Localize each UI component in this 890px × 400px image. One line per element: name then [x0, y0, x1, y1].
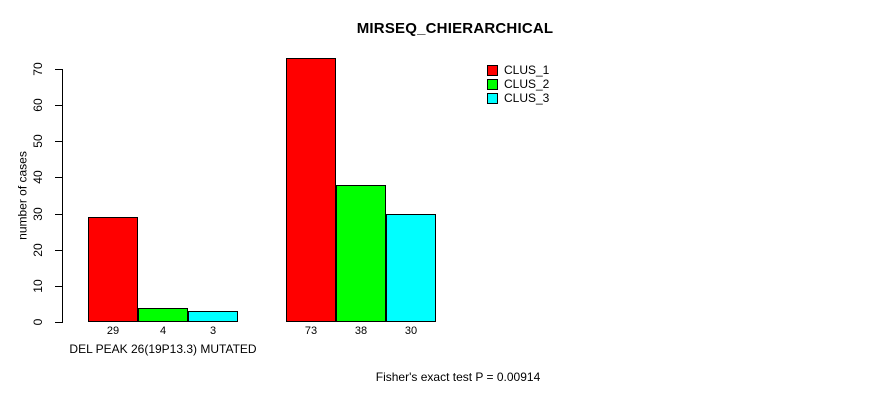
bar-clus_2-group1 — [138, 308, 188, 322]
y-tick-mark — [55, 177, 63, 178]
y-tick-mark — [55, 250, 63, 251]
legend-row-clus_1: CLUS_1 — [487, 63, 550, 77]
legend-label: CLUS_1 — [504, 63, 550, 77]
legend-swatch-icon — [487, 93, 498, 104]
bar-value-label: 73 — [304, 325, 318, 337]
legend-label: CLUS_3 — [504, 91, 550, 105]
y-tick-label: 0 — [31, 318, 45, 326]
y-tick-label: 40 — [31, 170, 45, 184]
y-tick-label: 60 — [31, 98, 45, 112]
y-axis-title: number of cases — [15, 151, 30, 240]
y-tick-label: 20 — [31, 243, 45, 257]
y-tick-mark — [55, 322, 63, 323]
bar-clus_2-group2 — [336, 185, 386, 322]
legend: CLUS_1 CLUS_2 CLUS_3 — [487, 63, 550, 107]
legend-row-clus_2: CLUS_2 — [487, 77, 550, 91]
bar-clus_3-group1 — [188, 311, 238, 322]
annotation-fisher-test: Fisher's exact test P = 0.00914 — [375, 370, 541, 384]
bar-clus_3-group2 — [386, 214, 436, 322]
y-tick-label: 30 — [31, 207, 45, 221]
y-tick-label: 70 — [31, 62, 45, 76]
bar-value-label: 3 — [209, 325, 217, 337]
bar-clus_1-group2 — [286, 58, 336, 322]
legend-swatch-icon — [487, 79, 498, 90]
y-tick-mark — [55, 69, 63, 70]
bar-value-label: 4 — [159, 325, 167, 337]
bar-value-label: 30 — [404, 325, 418, 337]
y-tick-label: 10 — [31, 279, 45, 293]
y-tick-mark — [55, 141, 63, 142]
y-axis-line — [62, 69, 63, 323]
legend-row-clus_3: CLUS_3 — [487, 91, 550, 105]
bar-value-label: 38 — [354, 325, 368, 337]
bar-value-label: 29 — [106, 325, 120, 337]
bar-clus_1-group1 — [88, 217, 138, 322]
chart-title: MIRSEQ_CHIERARCHICAL — [356, 20, 554, 37]
y-tick-mark — [55, 286, 63, 287]
y-tick-mark — [55, 214, 63, 215]
legend-label: CLUS_2 — [504, 77, 550, 91]
legend-swatch-icon — [487, 65, 498, 76]
y-tick-label: 50 — [31, 134, 45, 148]
y-tick-mark — [55, 105, 63, 106]
x-category-label: DEL PEAK 26(19P13.3) MUTATED — [69, 342, 257, 356]
